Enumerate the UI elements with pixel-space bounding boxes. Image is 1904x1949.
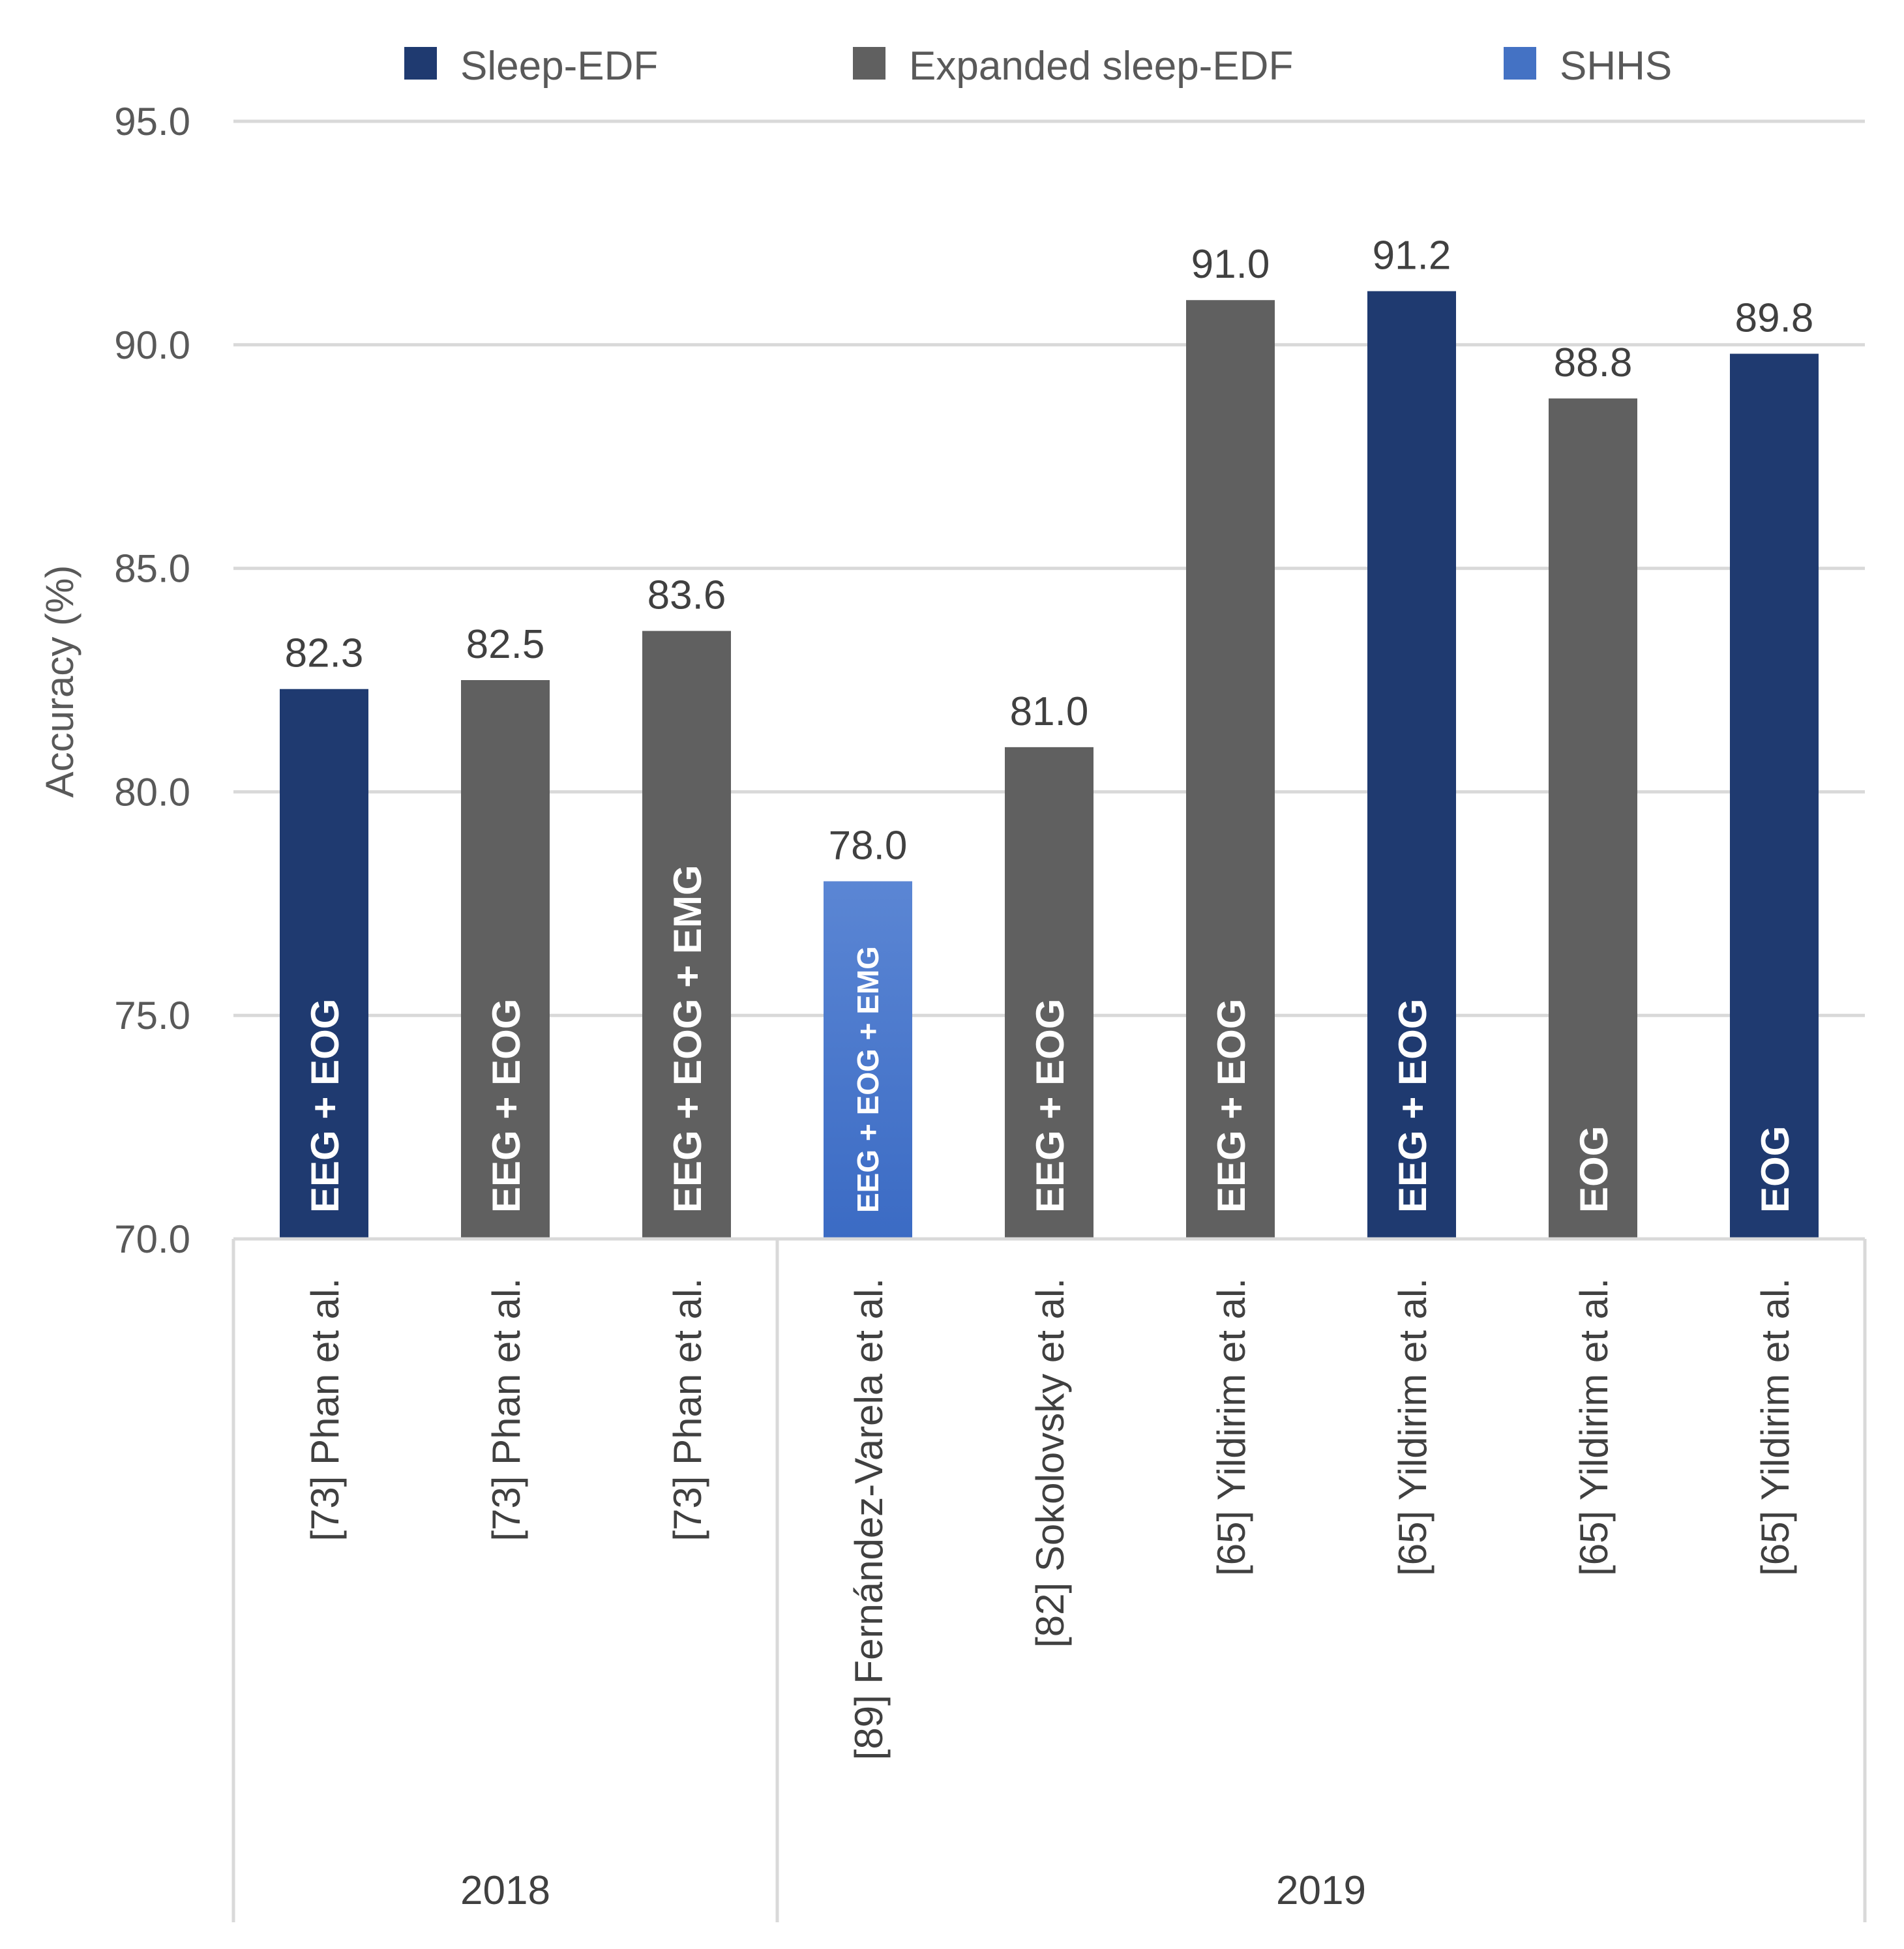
bars: 82.3 EEG + EOG 82.5 EEG + EOG 83.6 EEG + EOG … <box>280 233 1819 1240</box>
group-label: 2019 <box>1276 1868 1366 1913</box>
legend-item: Sleep-EDF <box>404 44 658 89</box>
x-category-label: [73] Phan et al. <box>484 1278 528 1541</box>
legend-item: Expanded sleep-EDF <box>853 44 1293 89</box>
legend-swatch <box>853 47 885 80</box>
x-category-label: [65] Yildirim et al. <box>1210 1278 1253 1576</box>
bar-inner-label: EEG + EOG <box>1210 999 1253 1213</box>
legend-label: SHHS <box>1560 44 1672 89</box>
y-axis-title: Accuracy (%) <box>38 565 82 798</box>
legend: Sleep-EDF Expanded sleep-EDF SHHS <box>404 44 1672 89</box>
x-axis: 2018 2019 [73] Phan et al. [73] Phan et al.… <box>231 1237 1867 1922</box>
y-tick-label: 70.0 <box>114 1217 190 1261</box>
x-category-label: [65] Yildirim et al. <box>1572 1278 1616 1576</box>
x-category-label: [82] Sokolovsky et al. <box>1028 1278 1072 1648</box>
x-category-label: [65] Yildirim et al. <box>1391 1278 1435 1576</box>
legend-swatch <box>1504 47 1536 80</box>
x-category-label: [73] Phan et al. <box>303 1278 347 1541</box>
bar-inner-label: EEG + EOG + EMG <box>851 946 885 1213</box>
bar <box>1367 291 1456 1239</box>
x-category-label: [73] Phan et al. <box>666 1278 709 1541</box>
bar <box>280 689 368 1239</box>
bar-value-label: 78.0 <box>829 824 908 869</box>
group-label: 2018 <box>460 1868 550 1913</box>
bar-value-label: 89.8 <box>1735 296 1814 341</box>
bar-value-label: 83.6 <box>647 573 726 618</box>
bar <box>1549 398 1637 1239</box>
bar-inner-label: EEG + EOG <box>303 999 347 1213</box>
bar-inner-label: EEG + EOG <box>1391 999 1435 1213</box>
y-axis-ticks: 70.0 75.0 80.0 85.0 90.0 95.0 <box>114 100 190 1261</box>
y-tick-label: 95.0 <box>114 100 190 143</box>
bar-value-label: 82.5 <box>466 622 545 667</box>
legend-swatch <box>404 47 437 80</box>
y-tick-label: 90.0 <box>114 323 190 367</box>
bar-inner-label: EEG + EOG + EMG <box>666 865 709 1213</box>
bar-value-label: 91.2 <box>1373 233 1451 278</box>
bar-inner-label: EEG + EOG <box>1028 999 1072 1213</box>
legend-label: Sleep-EDF <box>460 44 658 89</box>
y-tick-label: 80.0 <box>114 770 190 814</box>
bar <box>1730 353 1819 1240</box>
bar-inner-label: EEG + EOG <box>484 999 528 1213</box>
x-category-label: [65] Yildirim et al. <box>1753 1278 1797 1576</box>
bar <box>461 680 550 1239</box>
y-tick-label: 85.0 <box>114 547 190 591</box>
bar-inner-label: EOG <box>1753 1126 1797 1213</box>
legend-item: SHHS <box>1504 44 1672 89</box>
x-category-label: [89] Fernández-Varela et al. <box>847 1278 891 1760</box>
bar <box>824 881 912 1239</box>
bar-inner-label: EOG <box>1572 1126 1616 1213</box>
bar-value-label: 88.8 <box>1554 340 1633 385</box>
bar <box>1186 300 1275 1239</box>
legend-label: Expanded sleep-EDF <box>909 44 1293 89</box>
bar <box>1005 747 1093 1239</box>
y-tick-label: 75.0 <box>114 994 190 1037</box>
bar <box>642 631 731 1239</box>
bar-value-label: 91.0 <box>1191 242 1270 287</box>
bar-value-label: 81.0 <box>1010 689 1089 734</box>
bar-value-label: 82.3 <box>285 631 364 676</box>
